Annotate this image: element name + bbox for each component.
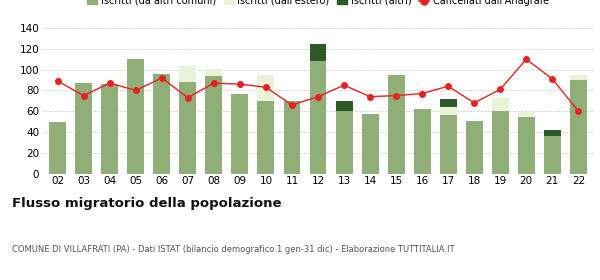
Bar — [49, 122, 66, 174]
Bar — [257, 75, 274, 101]
Bar — [518, 112, 535, 117]
Bar — [257, 101, 274, 174]
Bar — [570, 80, 587, 174]
Bar — [570, 75, 587, 80]
Bar — [179, 66, 196, 82]
Legend: Iscritti (da altri comuni), Iscritti (dall'estero), Iscritti (altri), Cancellati: Iscritti (da altri comuni), Iscritti (da… — [83, 0, 553, 10]
Bar — [492, 111, 509, 174]
Bar — [205, 69, 223, 76]
Text: Flusso migratorio della popolazione: Flusso migratorio della popolazione — [12, 197, 281, 210]
Bar — [179, 82, 196, 174]
Bar — [232, 94, 248, 174]
Bar — [310, 44, 326, 61]
Bar — [388, 75, 404, 174]
Bar — [127, 59, 144, 174]
Bar — [544, 136, 561, 174]
Bar — [75, 83, 92, 174]
Bar — [154, 74, 170, 174]
Bar — [335, 111, 353, 174]
Bar — [205, 76, 223, 174]
Bar — [284, 101, 301, 174]
Bar — [413, 109, 431, 174]
Bar — [466, 121, 482, 174]
Bar — [335, 101, 353, 111]
Text: COMUNE DI VILLAFRATI (PA) - Dati ISTAT (bilancio demografico 1 gen-31 dic) - Ela: COMUNE DI VILLAFRATI (PA) - Dati ISTAT (… — [12, 245, 455, 254]
Bar — [362, 114, 379, 174]
Bar — [518, 117, 535, 174]
Bar — [310, 61, 326, 174]
Bar — [492, 98, 509, 111]
Bar — [544, 130, 561, 136]
Bar — [440, 107, 457, 115]
Bar — [101, 84, 118, 174]
Bar — [440, 115, 457, 174]
Bar — [440, 99, 457, 107]
